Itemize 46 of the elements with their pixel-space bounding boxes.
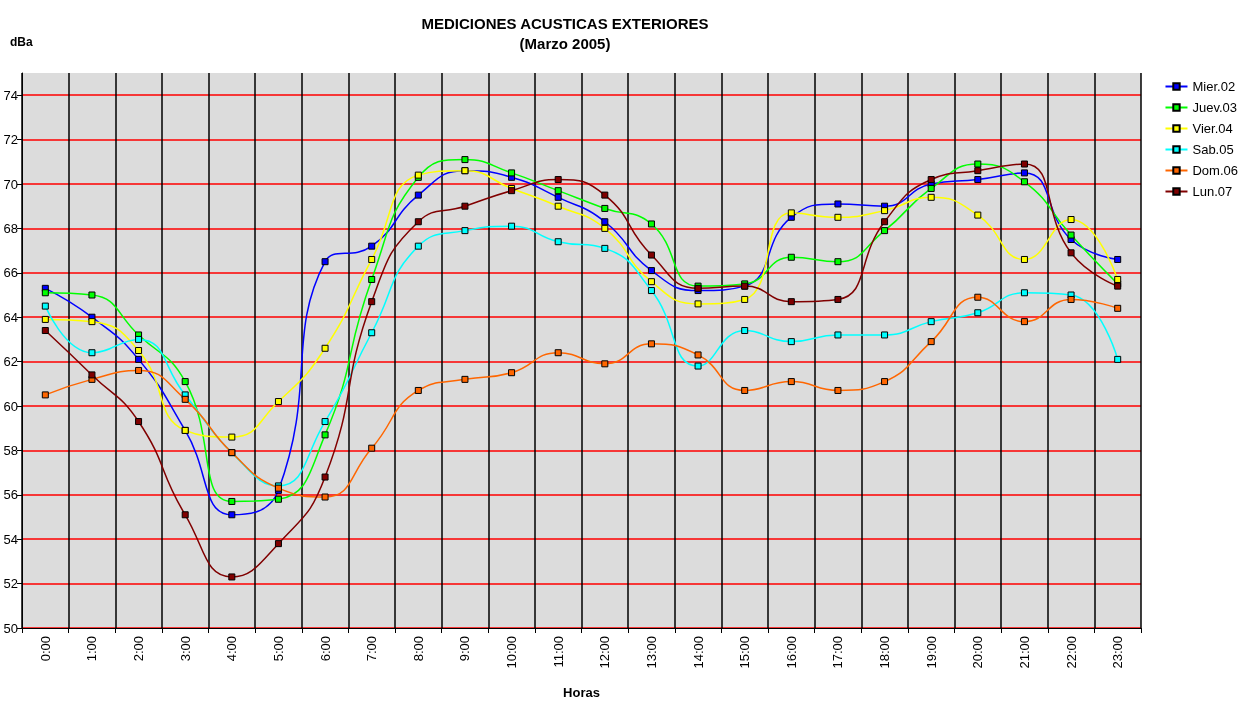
x-tick-label: 6:00: [317, 636, 333, 662]
x-tick-label: 16:00: [783, 636, 799, 669]
y-tick-label: 54: [3, 531, 18, 547]
x-tick-label: 22:00: [1063, 636, 1079, 669]
x-tick-label: 15:00: [737, 636, 753, 669]
y-tick-label: 66: [3, 265, 18, 281]
x-tick-label: 10:00: [504, 636, 520, 669]
y-tick-label: 60: [3, 398, 18, 414]
y-tick-label: 72: [3, 132, 18, 148]
y-tick-label: 58: [3, 442, 18, 458]
x-tick-label: 11:00: [550, 636, 566, 668]
x-tick-label: 4:00: [224, 636, 240, 662]
y-tick-label: 56: [3, 487, 18, 503]
x-tick-label: 20:00: [970, 636, 986, 669]
x-tick-label: 7:00: [364, 636, 380, 662]
x-tick-label: 14:00: [690, 636, 706, 669]
y-tick-label: 62: [3, 354, 18, 370]
y-axis-title: dBa: [10, 35, 33, 49]
y-tick-label: 68: [3, 220, 18, 236]
chart-title: MEDICIONES ACUSTICAS EXTERIORES (Marzo 2005): [421, 14, 709, 52]
legend-label: Dom.06: [1192, 163, 1239, 178]
legend-label: Vier.04: [1192, 121, 1233, 136]
x-tick-label: 1:00: [84, 636, 100, 662]
x-tick-label: 18:00: [877, 636, 893, 669]
x-tick-label: 23:00: [1110, 636, 1126, 669]
x-tick-label: 17:00: [830, 636, 846, 669]
x-tick-label: 19:00: [923, 636, 939, 669]
x-tick-label: 2:00: [131, 636, 147, 662]
legend-label: Mier.02: [1192, 79, 1236, 94]
x-tick-label: 13:00: [643, 636, 659, 669]
x-tick-label: 12:00: [597, 636, 613, 669]
legend-label: Juev.03: [1192, 100, 1238, 115]
x-tick-label: 5:00: [270, 636, 286, 662]
y-tick-label: 50: [3, 620, 18, 636]
x-tick-label: 0:00: [37, 636, 53, 662]
x-tick-label: 9:00: [457, 636, 473, 662]
x-tick-label: 8:00: [410, 636, 426, 662]
y-tick-label: 64: [3, 309, 18, 325]
x-tick-label: 3:00: [177, 636, 193, 662]
y-tick-label: 74: [3, 87, 18, 103]
legend-label: Sab.05: [1192, 142, 1234, 157]
x-axis-title: Horas: [563, 685, 600, 700]
x-tick-label: 21:00: [1016, 636, 1032, 669]
y-tick-label: 52: [3, 576, 18, 592]
legend-label: Lun.07: [1192, 184, 1233, 199]
y-tick-label: 70: [3, 176, 18, 192]
